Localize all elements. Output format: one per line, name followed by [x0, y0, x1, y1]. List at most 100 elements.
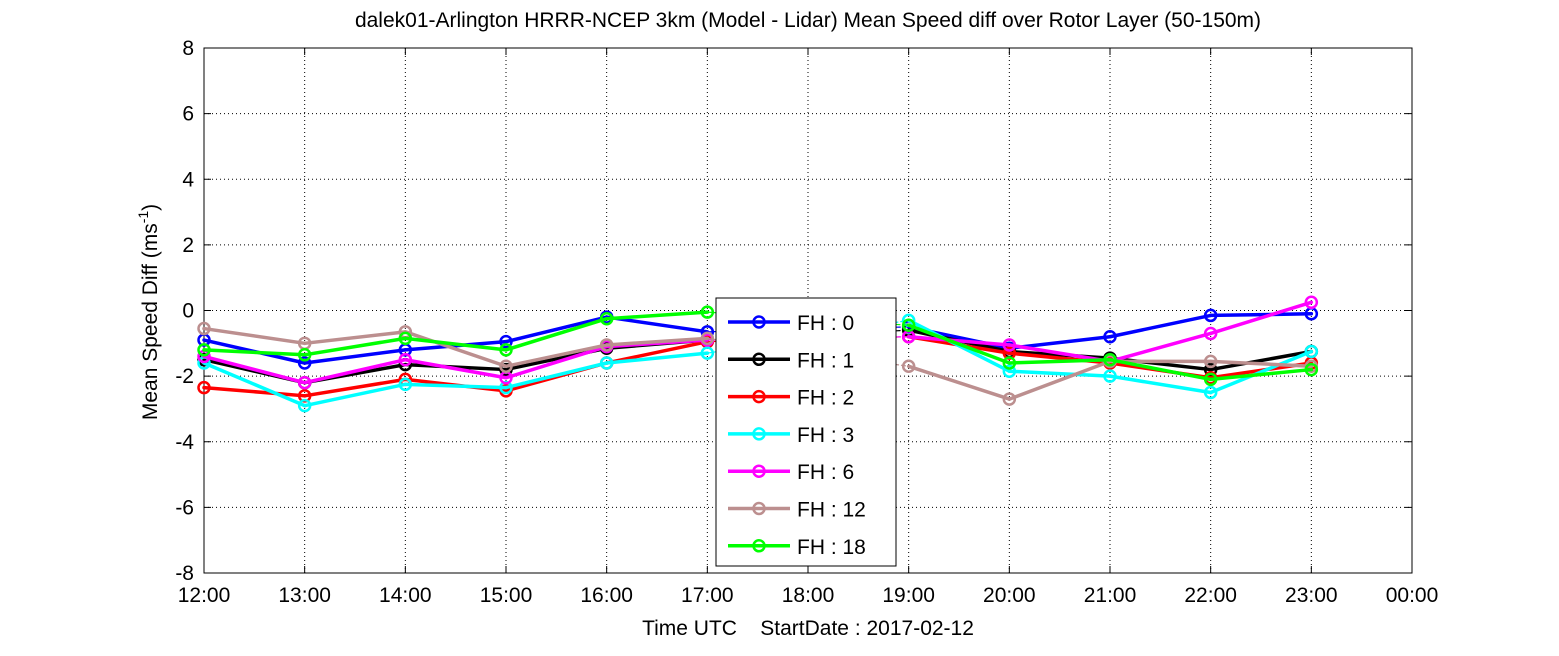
x-tick-label: 15:00: [480, 584, 533, 607]
data-point: [499, 334, 513, 349]
series-line-segment: [1007, 369, 1112, 378]
data-point: [700, 305, 715, 319]
series-line-segment: [1108, 331, 1213, 364]
series-line-segment: [403, 382, 508, 390]
legend-entry: FH : 1: [728, 349, 854, 372]
series-line-segment: [202, 361, 307, 408]
x-tick-label: 17:00: [681, 584, 734, 607]
x-tick-label: 18:00: [782, 584, 835, 607]
data-point: [197, 380, 211, 395]
legend-label: FH : 6: [797, 461, 854, 484]
data-point: [901, 359, 916, 374]
legend: FH : 0 FH : 1 FH : 2 FH : 3 FH : 6 FH : 12 FH …: [715, 297, 897, 567]
series-line-segment: [1208, 349, 1314, 395]
series-line-segment: [302, 336, 408, 357]
series-line-segment: [302, 377, 408, 398]
legend-marker: [752, 352, 766, 367]
series-line-segment: [302, 382, 408, 408]
series-line-segment: [604, 310, 710, 321]
series-line-segment: [1108, 374, 1213, 395]
legend-label: FH : 2: [797, 387, 854, 410]
series-line-segment: [604, 315, 710, 334]
data-point: [197, 321, 211, 336]
series-line-segment: [1208, 367, 1314, 382]
x-tick-label: 20:00: [983, 584, 1036, 607]
series-line-segment: [906, 364, 1012, 401]
legend-marker: [752, 539, 766, 553]
data-point: [599, 338, 614, 352]
series-line-segment: [1208, 359, 1314, 369]
x-tick-label: 13:00: [278, 584, 331, 607]
y-tick-label: -8: [175, 562, 194, 585]
series-line-segment: [906, 335, 1012, 347]
series-line-segment: [1108, 313, 1213, 339]
series-line-segment: [202, 354, 307, 385]
data-point: [1203, 326, 1218, 341]
x-tick-label: 12:00: [178, 584, 231, 607]
series-line-segment: [504, 315, 609, 344]
data-point: [499, 359, 513, 374]
data-point: [599, 356, 614, 370]
y-tick-label: 4: [182, 168, 194, 191]
data-point: [1002, 338, 1017, 352]
series-line-segment: [604, 351, 710, 365]
x-tick-label: 23:00: [1285, 584, 1338, 607]
series-line-segment: [302, 357, 408, 385]
series-line-segment: [1007, 359, 1112, 401]
data-point: [599, 311, 614, 326]
series-line-segment: [202, 348, 307, 357]
legend-entry: FH : 0: [728, 312, 854, 335]
data-point: [1304, 295, 1319, 310]
series-line-segment: [302, 330, 408, 346]
data-point: [1203, 385, 1218, 400]
series-line-segment: [1007, 357, 1112, 365]
data-point: [398, 352, 413, 367]
data-point: [1103, 330, 1117, 344]
chart-title: dalek01-Arlington HRRR-NCEP 3km (Model -…: [355, 9, 1261, 32]
x-axis-label: Time UTC StartDate : 2017-02-12: [642, 617, 974, 640]
legend-marker: [752, 501, 766, 516]
data-point: [901, 318, 916, 333]
data-point: [700, 331, 715, 346]
y-axis-label-main: Mean Speed Diff (ms: [139, 223, 162, 420]
data-point: [1304, 362, 1319, 377]
series-line-segment: [202, 385, 307, 398]
y-tick-label: 2: [182, 234, 194, 257]
legend-label: FH : 18: [797, 536, 866, 559]
y-tick-label: -4: [175, 431, 194, 454]
series-line-segment: [403, 336, 508, 352]
series-line-segment: [1208, 300, 1314, 336]
series-line-segment: [302, 348, 408, 365]
legend-label: FH : 12: [797, 499, 866, 522]
data-point: [1103, 352, 1117, 367]
data-point: [297, 398, 312, 413]
y-axis-label-close: ): [139, 204, 162, 211]
legend-marker: [752, 427, 766, 441]
series-fh-18: [197, 305, 1319, 387]
data-point: [297, 375, 312, 390]
y-tick-label: 8: [182, 37, 194, 60]
data-point: [398, 331, 413, 346]
series-line-segment: [1208, 349, 1314, 372]
data-point: [1002, 356, 1017, 370]
data-point: [1304, 344, 1319, 359]
x-tick-label: 16:00: [580, 584, 633, 607]
series-line-segment: [1108, 357, 1213, 382]
data-point: [398, 377, 413, 392]
x-tick-label: 14:00: [379, 584, 432, 607]
legend-entry: FH : 6: [728, 461, 854, 484]
series-line-segment: [604, 336, 710, 347]
legend-label: FH : 1: [797, 349, 854, 372]
data-point: [1002, 392, 1017, 406]
legend-entry: FH : 12: [728, 499, 866, 522]
y-axis-label: Mean Speed Diff (ms-1): [135, 204, 162, 420]
data-point: [297, 348, 312, 362]
data-point: [1203, 308, 1218, 323]
x-tick-label: 19:00: [882, 584, 935, 607]
y-tick-label: -6: [175, 496, 194, 519]
series-line-segment: [403, 357, 508, 380]
x-tick-label: 22:00: [1184, 584, 1237, 607]
series-line-segment: [202, 326, 307, 346]
axes-frame: [203, 47, 1413, 574]
